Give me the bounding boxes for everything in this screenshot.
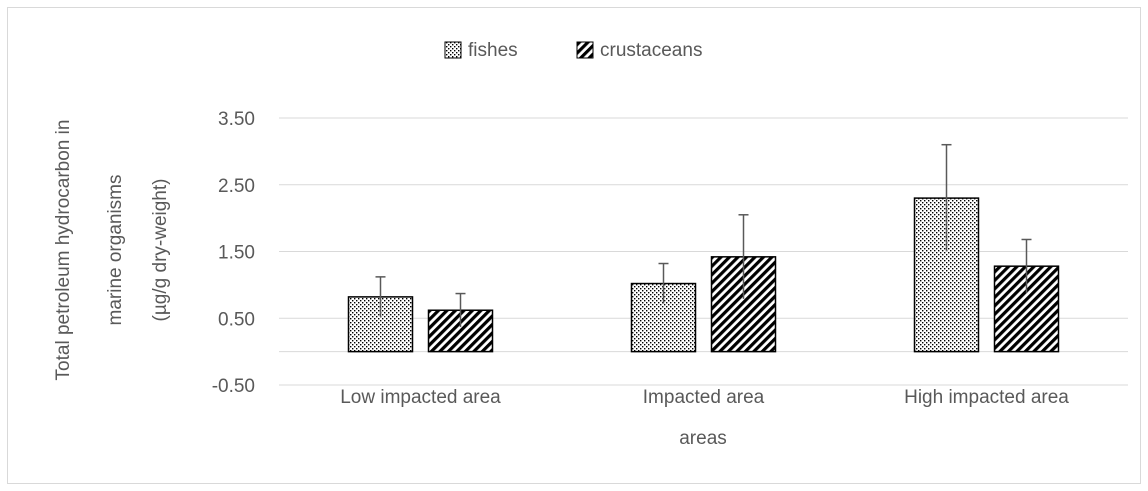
legend-label-crustaceans: crustaceans [600,40,702,61]
y-tick-label: 0.50 [218,309,255,330]
y-tick-label: 1.50 [218,243,255,264]
x-axis-title: areas [679,428,727,449]
error-bars [375,143,1032,327]
y-tick-label: -0.50 [212,376,255,397]
x-tick-label: High impacted area [904,387,1069,408]
y-axis-title-line-1: Total petroleum hydrocarbon in [53,120,74,381]
y-axis-title-line-3: (µg/g dry-weight) [150,179,171,322]
bars [347,197,1060,353]
x-tick-label: Impacted area [643,387,765,408]
legend: fishes crustaceans [444,40,702,61]
legend-swatch-fishes [444,41,462,59]
legend-swatch-crustaceans [576,41,594,59]
legend-label-fishes: fishes [468,40,518,61]
y-tick-label: 3.50 [218,109,255,130]
y-tick-label: 2.50 [218,176,255,197]
gridlines [279,117,1128,386]
y-tick-labels: 3.50 2.50 1.50 0.50 -0.50 [212,109,255,397]
y-axis-title-line-2: marine organisms [105,175,126,326]
x-tick-labels: Low impacted area Impacted area High impac… [340,387,1069,408]
y-axis-title: Total petroleum hydrocarbon in marine or… [53,120,171,381]
x-tick-label: Low impacted area [340,387,501,408]
